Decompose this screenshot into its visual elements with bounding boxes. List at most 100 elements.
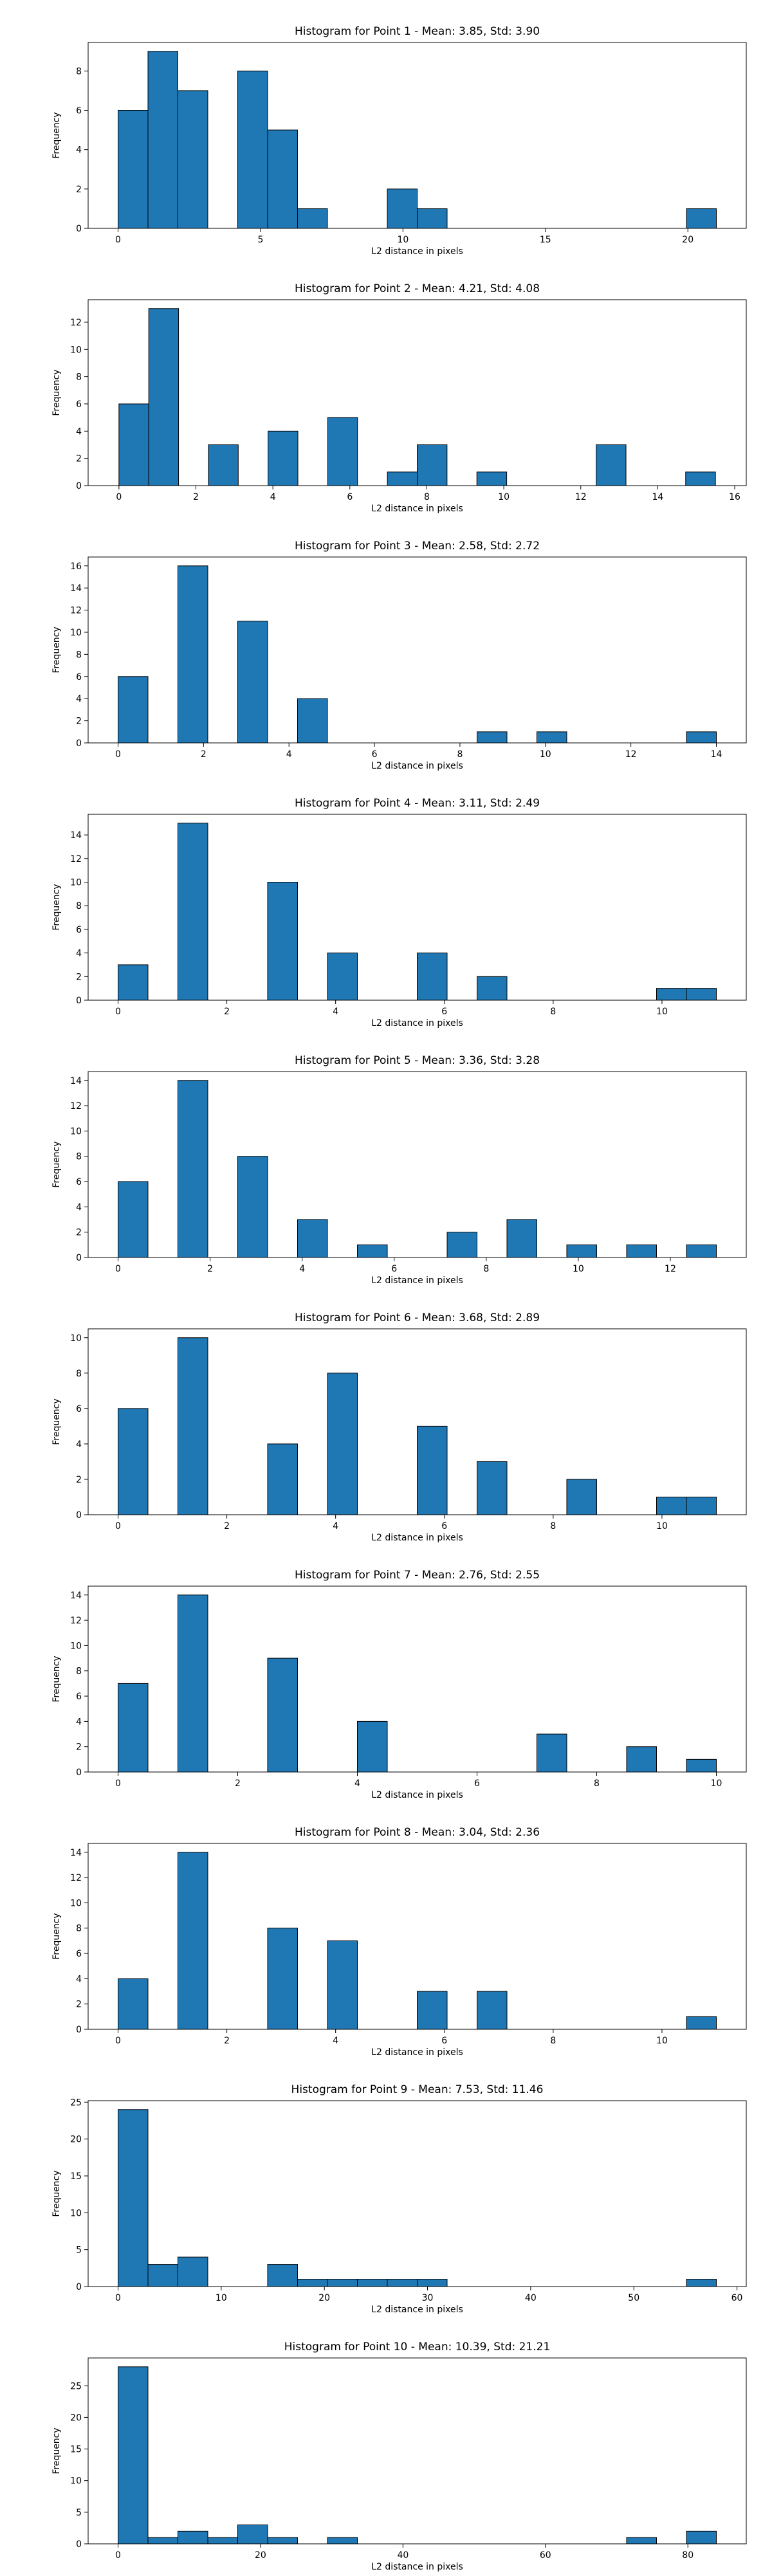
y-tick-label: 2 bbox=[76, 972, 82, 982]
histogram-bar bbox=[566, 1479, 597, 1515]
histogram-panel-6: Histogram for Point 6 - Mean: 3.68, Std:… bbox=[0, 1286, 772, 1544]
histogram-bar bbox=[147, 51, 178, 229]
y-tick-label: 6 bbox=[76, 1404, 82, 1414]
x-tick-label: 10 bbox=[656, 1521, 668, 1531]
x-tick-label: 0 bbox=[115, 1007, 121, 1017]
histogram-panel-7: Histogram for Point 7 - Mean: 2.76, Std:… bbox=[0, 1544, 772, 1801]
x-tick-label: 30 bbox=[422, 2293, 434, 2303]
histogram-bar bbox=[596, 444, 627, 486]
histogram-bar bbox=[686, 1496, 717, 1515]
histogram-bar bbox=[686, 731, 717, 744]
x-tick-label: 6 bbox=[372, 749, 378, 760]
y-tick-label: 0 bbox=[76, 738, 82, 749]
x-tick-label: 2 bbox=[235, 1778, 241, 1789]
histogram-bar bbox=[118, 1181, 149, 1258]
histogram-panel-4: Histogram for Point 4 - Mean: 3.11, Std:… bbox=[0, 772, 772, 1029]
histogram-bar bbox=[237, 2525, 268, 2544]
histogram-bar bbox=[537, 1733, 567, 1773]
histogram-bar bbox=[148, 308, 179, 486]
y-tick-label: 12 bbox=[70, 1101, 82, 1111]
histogram-panel-9: Histogram for Point 9 - Mean: 7.53, Std:… bbox=[0, 2058, 772, 2316]
histogram-bar bbox=[237, 70, 268, 229]
y-tick-label: 10 bbox=[70, 1641, 82, 1651]
histogram-bar bbox=[297, 698, 328, 744]
histogram-bar bbox=[267, 882, 298, 1001]
histogram-bar bbox=[686, 2279, 717, 2287]
x-tick-label: 4 bbox=[299, 1264, 305, 1274]
histogram-panel-3: Histogram for Point 3 - Mean: 2.58, Std:… bbox=[0, 515, 772, 772]
histogram-bar bbox=[656, 1496, 687, 1515]
chart-title: Histogram for Point 7 - Mean: 2.76, Std:… bbox=[295, 1569, 540, 1582]
histogram-bar bbox=[626, 1244, 657, 1258]
x-tick-label: 4 bbox=[333, 2036, 338, 2046]
histogram-bar bbox=[118, 1683, 149, 1773]
x-tick-label: 8 bbox=[550, 1007, 556, 1017]
y-tick-label: 2 bbox=[76, 185, 82, 195]
histogram-bar bbox=[477, 976, 508, 1001]
y-tick-label: 10 bbox=[70, 1898, 82, 1908]
chart-title: Histogram for Point 2 - Mean: 4.21, Std:… bbox=[295, 282, 540, 295]
histogram-bar bbox=[178, 823, 208, 1001]
histogram-bar bbox=[686, 988, 717, 1001]
x-tick-label: 16 bbox=[729, 492, 740, 502]
y-tick-label: 14 bbox=[70, 830, 82, 841]
x-tick-label: 2 bbox=[224, 1007, 230, 1017]
x-tick-label: 0 bbox=[115, 1778, 121, 1789]
x-tick-label: 2 bbox=[224, 1521, 230, 1531]
y-tick-label: 12 bbox=[70, 1873, 82, 1883]
histogram-svg: Histogram for Point 3 - Mean: 2.58, Std:… bbox=[51, 540, 747, 771]
histogram-bar bbox=[267, 1658, 298, 1773]
histogram-panel-5: Histogram for Point 5 - Mean: 3.36, Std:… bbox=[0, 1029, 772, 1286]
chart-title: Histogram for Point 8 - Mean: 3.04, Std:… bbox=[295, 1826, 540, 1839]
histogram-bar bbox=[686, 208, 717, 229]
x-tick-label: 20 bbox=[255, 2550, 266, 2561]
y-tick-label: 10 bbox=[70, 628, 82, 638]
histogram-bar bbox=[626, 2537, 657, 2544]
histogram-bar bbox=[417, 444, 448, 486]
x-tick-label: 0 bbox=[115, 235, 121, 245]
y-axis-label: Frequency bbox=[51, 112, 62, 158]
x-tick-label: 8 bbox=[550, 1521, 556, 1531]
y-tick-label: 10 bbox=[70, 2208, 82, 2218]
y-tick-label: 4 bbox=[76, 694, 82, 704]
y-tick-label: 16 bbox=[70, 562, 82, 572]
chart-title: Histogram for Point 1 - Mean: 3.85, Std:… bbox=[295, 25, 540, 38]
y-tick-label: 8 bbox=[76, 66, 82, 77]
y-tick-label: 20 bbox=[70, 2135, 82, 2145]
x-axis-label: L2 distance in pixels bbox=[371, 1275, 463, 1286]
chart-title: Histogram for Point 3 - Mean: 2.58, Std:… bbox=[295, 540, 540, 553]
histogram-bar bbox=[686, 2016, 717, 2030]
x-tick-label: 0 bbox=[115, 1521, 121, 1531]
histogram-bar bbox=[297, 2279, 328, 2287]
x-tick-label: 8 bbox=[483, 1264, 489, 1274]
chart-title: Histogram for Point 4 - Mean: 3.11, Std:… bbox=[295, 797, 540, 810]
axes-frame bbox=[87, 1071, 747, 1258]
y-tick-label: 14 bbox=[70, 583, 82, 594]
histogram-bar bbox=[327, 2279, 358, 2287]
y-tick-label: 14 bbox=[70, 1076, 82, 1086]
x-tick-label: 4 bbox=[333, 1521, 338, 1531]
y-tick-label: 10 bbox=[70, 1126, 82, 1137]
histogram-bar bbox=[118, 403, 149, 486]
y-tick-label: 14 bbox=[70, 1848, 82, 1858]
y-tick-label: 10 bbox=[70, 345, 82, 355]
histogram-bar bbox=[327, 953, 358, 1001]
y-tick-label: 4 bbox=[76, 1202, 82, 1212]
x-tick-label: 60 bbox=[731, 2293, 743, 2303]
x-tick-label: 14 bbox=[711, 749, 722, 760]
y-tick-label: 6 bbox=[76, 399, 82, 410]
x-tick-label: 80 bbox=[682, 2550, 694, 2561]
y-axis-label: Frequency bbox=[51, 2427, 62, 2474]
histogram-bar bbox=[178, 1852, 208, 2030]
y-tick-label: 0 bbox=[76, 996, 82, 1006]
axes-frame bbox=[87, 299, 747, 486]
chart-title: Histogram for Point 5 - Mean: 3.36, Std:… bbox=[295, 1054, 540, 1067]
x-tick-label: 8 bbox=[550, 2036, 556, 2046]
axes-frame bbox=[87, 1585, 747, 1773]
x-tick-label: 10 bbox=[540, 749, 551, 760]
x-axis-label: L2 distance in pixels bbox=[371, 2562, 463, 2572]
histogram-bar bbox=[417, 2279, 448, 2287]
histogram-bar bbox=[297, 1219, 328, 1258]
histogram-bar bbox=[417, 1425, 448, 1515]
